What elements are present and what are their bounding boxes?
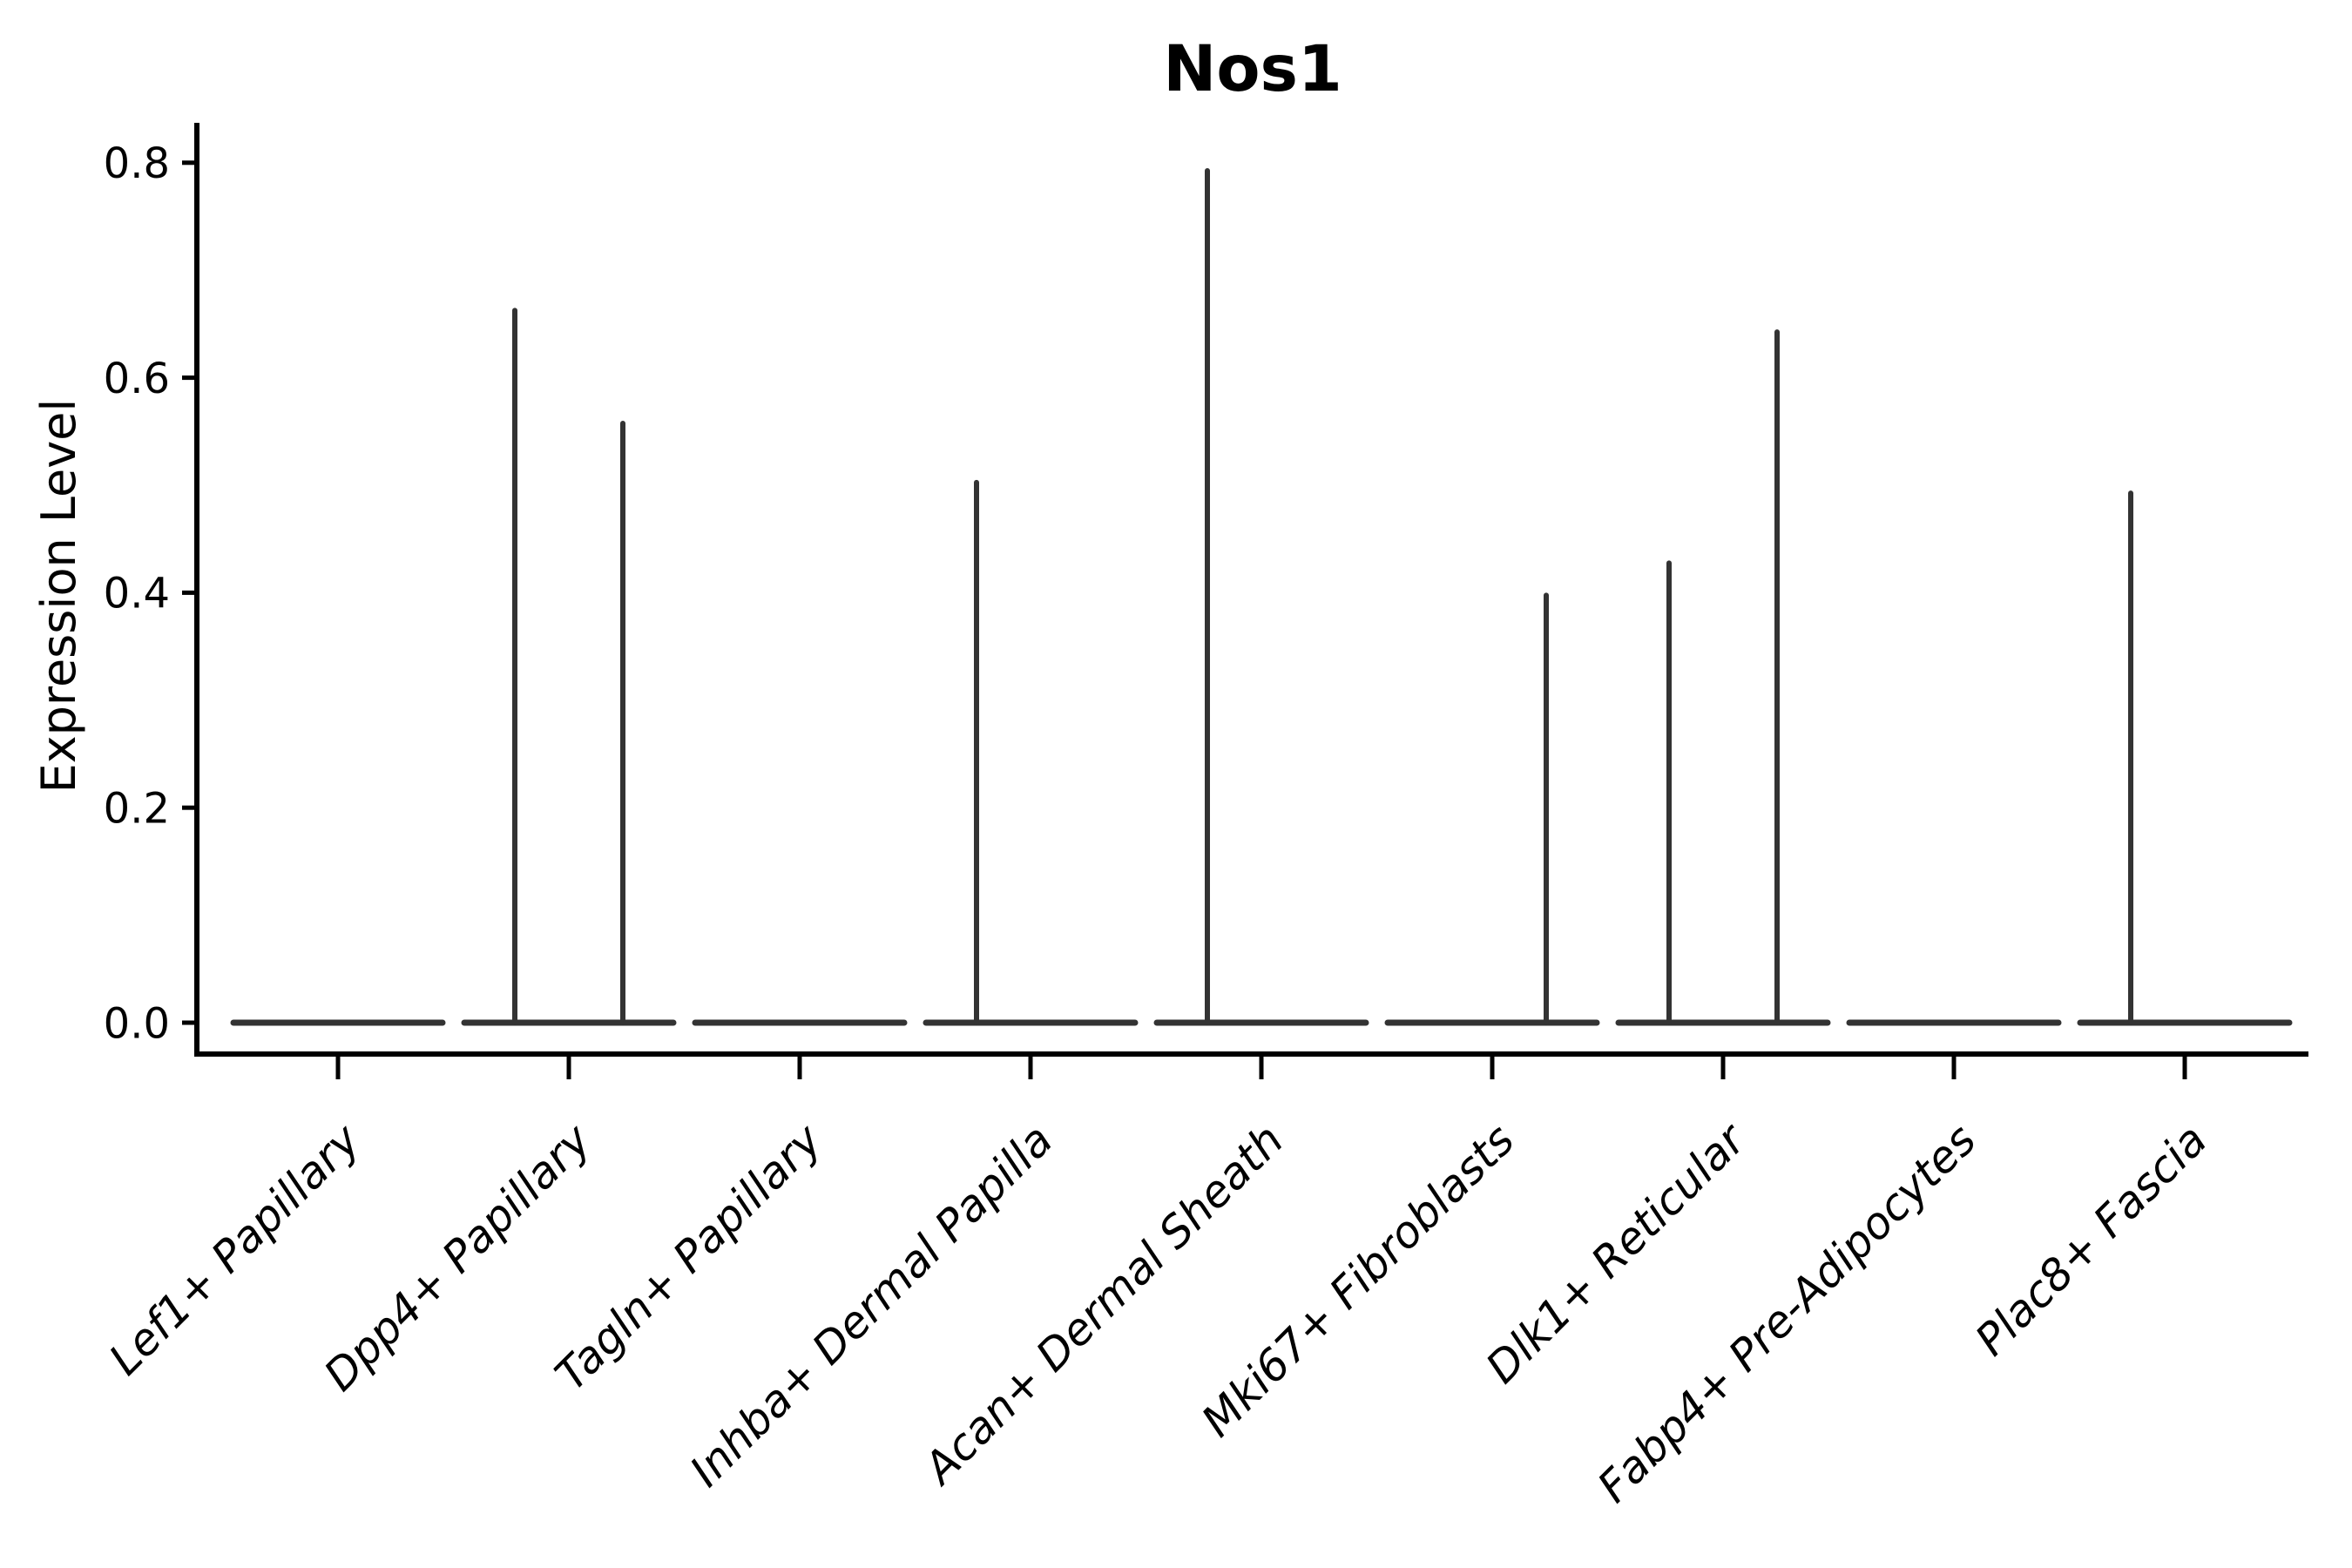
y-tick (182, 805, 194, 810)
y-tick (182, 375, 194, 381)
chart-title: Nos1 (1163, 32, 1342, 106)
x-tick-label: Fabp4+ Pre-Adipocytes (1588, 1114, 1986, 1512)
violin-7: Fabp4+ Pre-Adipocytes (1588, 1019, 2062, 1512)
y-axis-spine (194, 123, 199, 1057)
x-tick (335, 1057, 341, 1079)
y-tick-label: 0.8 (104, 139, 170, 188)
violin-4: Acan+ Dermal Sheath (913, 167, 1369, 1495)
x-tick-label: Lef1+ Papillary (99, 1113, 370, 1384)
x-tick (1720, 1057, 1726, 1079)
y-tick-label: 0.2 (104, 784, 170, 833)
violin-1: Dpp4+ Papillary (314, 308, 677, 1401)
violin-6: Dlk1+ Reticular (1477, 329, 1831, 1393)
y-tick (182, 1020, 194, 1025)
x-tick (1028, 1057, 1033, 1079)
x-tick (1490, 1057, 1495, 1079)
y-tick-label: 0.4 (104, 570, 170, 618)
x-tick (1259, 1057, 1264, 1079)
x-tick (566, 1057, 571, 1079)
y-tick-label: 0.6 (104, 355, 170, 403)
violin-8: Plac8+ Fascia (1966, 490, 2293, 1365)
x-axis-spine (194, 1051, 2308, 1057)
y-tick (182, 590, 194, 595)
x-tick (797, 1057, 802, 1079)
x-tick (2182, 1057, 2187, 1079)
x-tick-label: Plac8+ Fascia (1966, 1114, 2217, 1365)
x-tick (1951, 1057, 1957, 1079)
y-tick-label: 0.0 (104, 999, 170, 1048)
y-tick (182, 160, 194, 166)
